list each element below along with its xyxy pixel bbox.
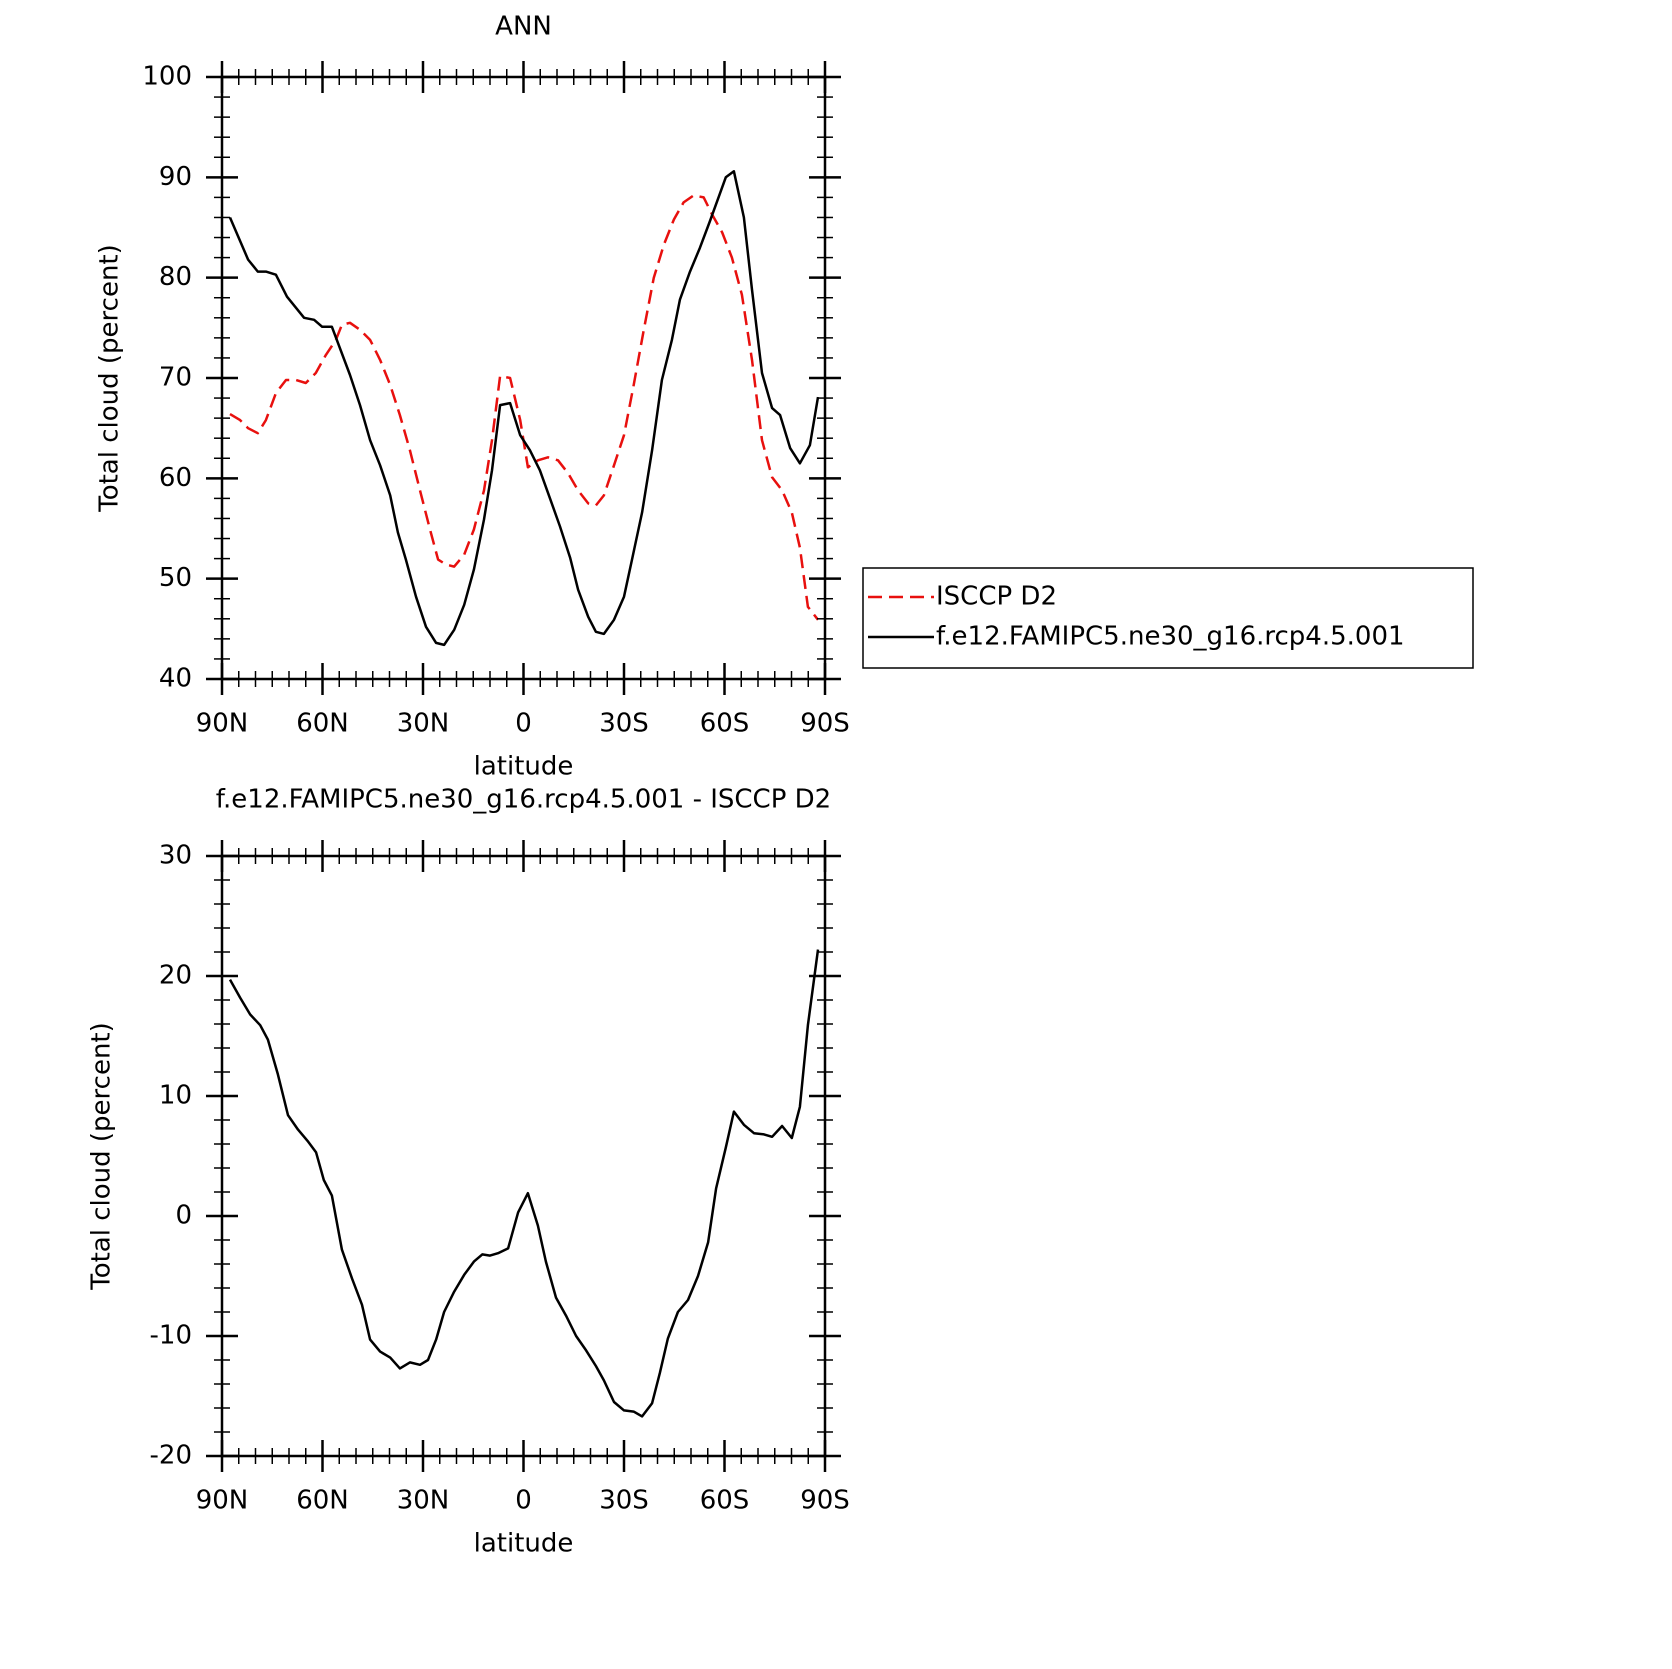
x-tick-label: 90N (196, 1486, 249, 1516)
x-tick-label: 0 (515, 709, 532, 739)
y-tick-label: 20 (159, 961, 192, 991)
data-line (228, 949, 820, 1418)
x-axis-label: latitude (474, 752, 574, 782)
y-tick-label: 40 (159, 664, 192, 694)
legend-label: ISCCP D2 (936, 582, 1057, 612)
chart-title: ANN (495, 12, 552, 42)
data-line (229, 194, 819, 621)
data-line (228, 170, 820, 647)
y-tick-label: -10 (150, 1321, 192, 1351)
x-tick-label: 60S (700, 1486, 750, 1516)
plot-frame (220, 75, 827, 681)
y-axis-label: Total cloud (percent) (87, 1022, 117, 1291)
x-tick-label: 0 (515, 1486, 532, 1516)
y-tick-label: 70 (159, 363, 192, 393)
x-axis-label: latitude (474, 1529, 574, 1559)
y-tick-label: 80 (159, 262, 192, 292)
y-tick-label: 0 (175, 1201, 192, 1231)
x-tick-label: 30N (397, 1486, 450, 1516)
plot-frame (220, 854, 827, 1458)
y-axis-label: Total cloud (percent) (95, 244, 125, 513)
x-tick-label: 90S (800, 709, 850, 739)
legend-label: f.e12.FAMIPC5.ne30_g16.rcp4.5.001 (936, 622, 1405, 652)
chart-title: f.e12.FAMIPC5.ne30_g16.rcp4.5.001 - ISCC… (216, 785, 831, 815)
y-tick-label: 10 (159, 1081, 192, 1111)
y-tick-label: 100 (142, 62, 192, 92)
x-tick-label: 30N (397, 709, 450, 739)
y-tick-label: 50 (159, 563, 192, 593)
y-tick-label: 30 (159, 841, 192, 871)
x-tick-label: 30S (599, 1486, 649, 1516)
x-tick-label: 60N (296, 1486, 349, 1516)
y-tick-label: 90 (159, 162, 192, 192)
y-tick-label: 60 (159, 463, 192, 493)
x-tick-label: 60S (700, 709, 750, 739)
legend-box (862, 567, 1474, 669)
x-tick-label: 90S (800, 1486, 850, 1516)
x-tick-label: 90N (196, 709, 249, 739)
x-tick-label: 30S (599, 709, 649, 739)
x-tick-label: 60N (296, 709, 349, 739)
y-tick-label: -20 (150, 1441, 192, 1471)
